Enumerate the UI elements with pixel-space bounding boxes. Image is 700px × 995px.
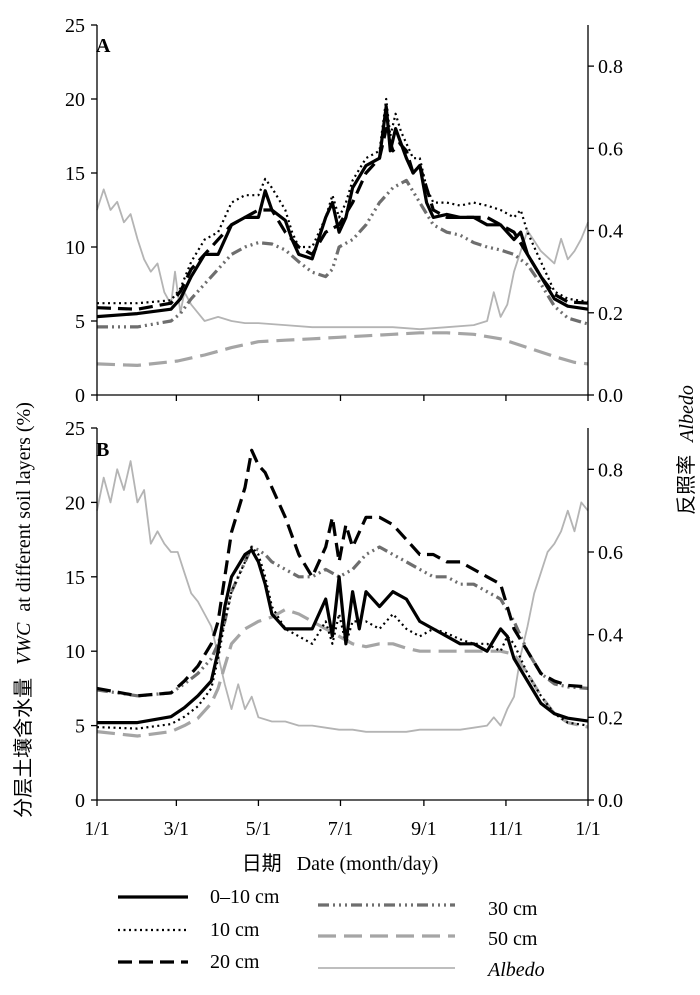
y-axis-label-left: 分层土壤含水量 VWC at different soil layers (%) [11, 402, 35, 818]
series-50-line-b [96, 607, 589, 738]
series-20-line-a [96, 127, 589, 311]
y-tick-label-b-1: 5 [75, 716, 85, 738]
y-tick-label-b-5: 25 [65, 418, 85, 440]
y-tick-label-b-3: 15 [65, 567, 85, 589]
y2-tick-label-a-1: 0.2 [598, 303, 623, 325]
series-20-line-b [96, 448, 589, 698]
legend-label-50: 50 cm [488, 928, 538, 950]
series-albedo-line-b [96, 460, 589, 733]
legend-label-10: 10 cm [210, 919, 260, 941]
x-tick-label-b-6: 1/1 [575, 818, 601, 840]
series-30-line-a [97, 178, 589, 329]
x-tick-label-b-0: 1/1 [84, 818, 110, 840]
y2-tick-label-b-1: 0.2 [598, 707, 623, 729]
y-tick-label-b-4: 20 [65, 492, 85, 514]
y-tick-label-a-3: 15 [65, 163, 85, 185]
legend-label-20: 20 cm [210, 951, 260, 973]
y-axis-label-right: 反照率 Albedo [674, 385, 698, 515]
y-tick-label-b-2: 10 [65, 641, 85, 663]
panel-label-b: B [96, 439, 109, 461]
y-tick-label-a-4: 20 [65, 89, 85, 111]
y-axis-label-right-var: Albedo [676, 385, 698, 444]
y2-tick-label-b-3: 0.6 [598, 542, 623, 564]
y-tick-label-a-5: 25 [65, 15, 85, 37]
y-axis-label-right-zh: 反照率 [674, 455, 698, 515]
panel-a: 0 5 10 15 20 25 0.0 0.2 0.4 0.6 0.8 [65, 15, 623, 407]
series-0-10-line-b [97, 548, 589, 725]
x-tick-label-b-3: 7/1 [328, 818, 354, 840]
y2-tick-label-b-0: 0.0 [598, 790, 623, 812]
series-50-line-a [96, 331, 589, 367]
y-tick-label-a-0: 0 [75, 385, 85, 407]
y2-tick-label-a-0: 0.0 [598, 385, 623, 407]
x-axis-label-en: Date (month/day) [297, 853, 439, 875]
y2-tick-label-a-4: 0.8 [598, 56, 623, 78]
series-albedo-line-a [96, 188, 589, 331]
y2-tick-label-a-2: 0.4 [598, 221, 623, 243]
legend-label-0-10: 0–10 cm [210, 886, 280, 908]
x-tick-label-b-2: 5/1 [246, 818, 272, 840]
series-30-line-b [96, 545, 589, 698]
y-axis-label-left-var: VWC [13, 622, 35, 665]
series-10-line-b [96, 545, 589, 730]
y-tick-label-b-0: 0 [75, 790, 85, 812]
y2-tick-label-a-3: 0.6 [598, 138, 623, 160]
x-tick-label-b-5: 11/1 [489, 818, 524, 840]
legend-label-30: 30 cm [488, 898, 538, 920]
y-tick-label-a-2: 10 [65, 237, 85, 259]
series-0-10-line-a [96, 104, 589, 319]
series-10-line-a [97, 97, 589, 305]
x-tick-label-b-1: 3/1 [164, 818, 190, 840]
x-tick-label-b-4: 9/1 [411, 818, 437, 840]
y2-tick-label-b-2: 0.4 [598, 625, 623, 647]
x-axis-label: 日期 Date (month/day) [242, 851, 439, 875]
y-axis-label-left-rest: at different soil layers (%) [13, 402, 35, 612]
legend: 0–10 cm 10 cm 20 cm 30 cm 50 cm Albedo [118, 886, 545, 981]
panel-label-a: A [96, 35, 111, 57]
legend-label-albedo: Albedo [486, 959, 545, 981]
y-tick-label-a-1: 5 [75, 311, 85, 333]
y2-tick-label-b-4: 0.8 [598, 459, 623, 481]
panel-b: 0 5 10 15 20 25 0.0 0.2 0.4 0.6 0.8 1/1 3/1 5/1 7/1 9/1… [65, 418, 623, 840]
y-axis-label-left-zh: 分层土壤含水量 [11, 678, 35, 818]
x-axis-label-zh: 日期 [242, 851, 282, 875]
